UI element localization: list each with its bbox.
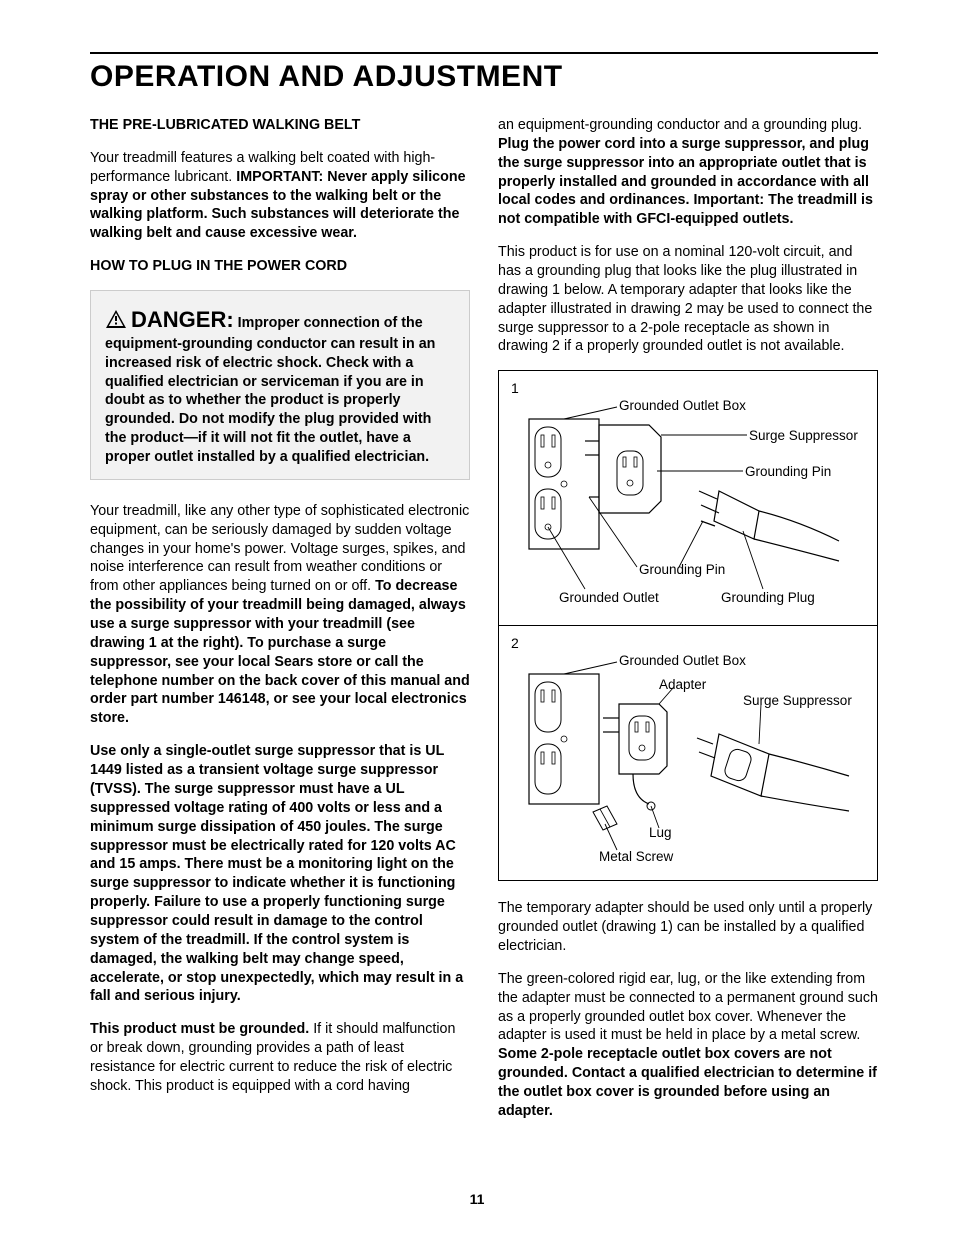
label-surge-suppressor-2: Surge Suppressor (743, 692, 852, 710)
page-number: 11 (0, 1191, 954, 1207)
label-grounding-plug: Grounding Plug (721, 589, 815, 607)
label-metal-screw: Metal Screw (599, 848, 673, 866)
diagram-frame: 1 (498, 370, 878, 881)
paragraph: The temporary adapter should be used onl… (498, 899, 878, 956)
paragraph: This product must be grounded. If it sho… (90, 1020, 470, 1095)
page-title: OPERATION AND ADJUSTMENT (90, 60, 878, 94)
subhead-plug-in: HOW TO PLUG IN THE POWER CORD (90, 257, 470, 276)
diagram-panel-1: 1 (499, 371, 877, 625)
left-column: THE PRE-LUBRICATED WALKING BELT Your tre… (90, 116, 470, 1135)
text-bold: This product must be grounded. (90, 1021, 309, 1037)
text: an equipment-grounding conductor and a g… (498, 117, 862, 133)
text-bold: Some 2-pole receptacle outlet box covers… (498, 1046, 877, 1119)
label-grounded-outlet-box: Grounded Outlet Box (619, 397, 746, 415)
label-grounded-outlet-box-2: Grounded Outlet Box (619, 652, 746, 670)
diagram-panel-2: 2 (499, 625, 877, 880)
label-adapter: Adapter (659, 676, 706, 694)
diagram-number: 1 (511, 379, 519, 397)
danger-body-text: Improper connection of the equipment-gro… (105, 315, 435, 465)
paragraph-bold: Use only a single-outlet surge suppresso… (90, 742, 470, 1006)
text: The green-colored rigid ear, lug, or the… (498, 971, 878, 1044)
text-bold: To decrease the possibility of your trea… (90, 578, 470, 726)
diagram-number: 2 (511, 634, 519, 652)
danger-box: DANGER: Improper connection of the equip… (90, 290, 470, 480)
paragraph: an equipment-grounding conductor and a g… (498, 116, 878, 229)
label-grounded-outlet: Grounded Outlet (559, 589, 659, 607)
warning-triangle-icon (105, 309, 127, 335)
paragraph: Your treadmill, like any other type of s… (90, 502, 470, 728)
label-grounding-pin-2: Grounding Pin (639, 561, 725, 579)
label-lug: Lug (649, 824, 672, 842)
paragraph: This product is for use on a nominal 120… (498, 243, 878, 356)
label-surge-suppressor: Surge Suppressor (749, 427, 858, 445)
paragraph: The green-colored rigid ear, lug, or the… (498, 970, 878, 1121)
label-grounding-pin: Grounding Pin (745, 463, 831, 481)
right-column: an equipment-grounding conductor and a g… (498, 116, 878, 1135)
subhead-walking-belt: THE PRE-LUBRICATED WALKING BELT (90, 116, 470, 135)
danger-heading: DANGER: (131, 307, 234, 332)
text-bold: Plug the power cord into a surge suppres… (498, 136, 873, 227)
paragraph: Your treadmill features a walking belt c… (90, 149, 470, 243)
